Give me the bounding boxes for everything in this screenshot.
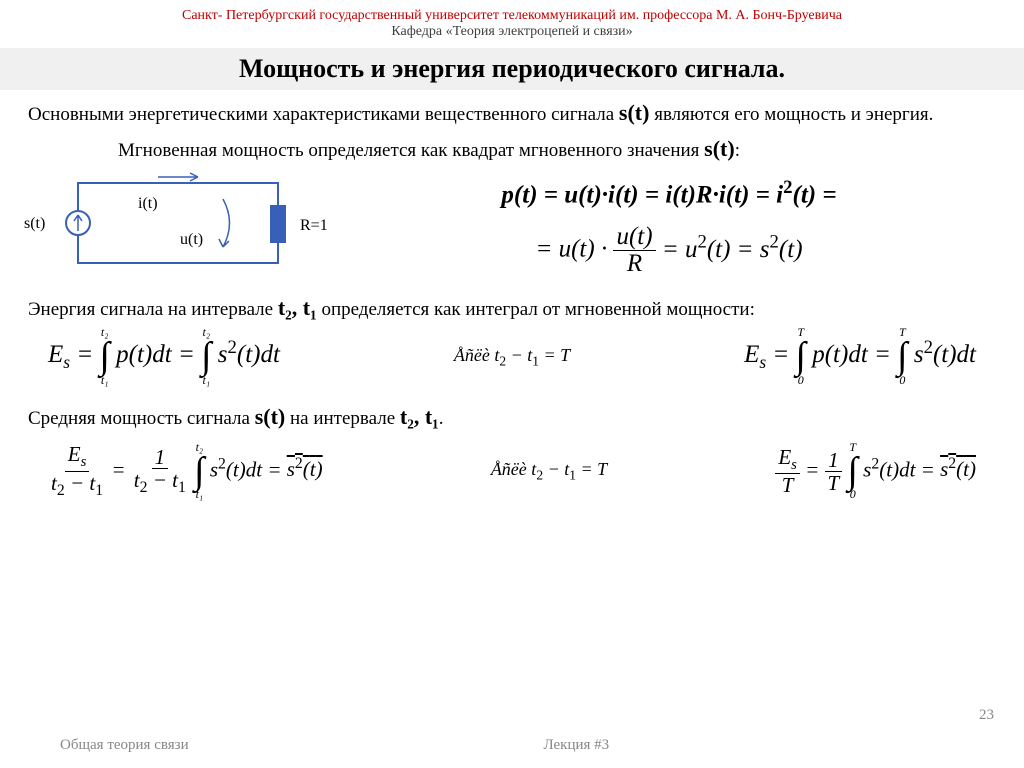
intro-text-a: Основными энергетическими характеристика… [28,104,619,125]
avg-formula-period: EsT = 1T T∫0 s2(t)dt = s2(t) [775,442,996,501]
power-formula-2: = u(t) · u(t) R = u2(t) = s2(t) [342,224,996,278]
page-number: 23 [979,707,994,724]
instant-power-label: Мгновенная мощность определяется как ква… [118,134,996,164]
st-token-2: s(t) [704,136,735,161]
avg-formula-interval: Est2 − t1 = 1t2 − t1 t₂∫t₁ s2(t)dt = s2(… [28,442,323,501]
lim-0-c: 0 [850,489,856,500]
slide: Санкт- Петербургский государственный уни… [0,0,1024,768]
t2t1-token-2: t₂, t₁ [400,404,439,429]
energy-formula-period: Es = T∫0 p(t)dt = T∫0 s2(t)dt [744,327,996,386]
pf2-suf: = u2(t) = s2(t) [662,236,803,263]
lim-t1-a: t₁ [101,375,109,386]
title-bar: Мощность и энергия периодического сигнал… [0,48,1024,90]
energy-condition: Åñëè t2 − t1 = T [454,343,570,371]
energy-formula-interval: Es = t₂∫t₁ p(t)dt = t₂∫t₁ s2(t)dt [28,327,280,386]
avg-text-c: . [439,408,444,429]
slide-footer: Общая теория связи Лекция #3 [0,737,1024,754]
pf2-pref: = u(t) · [535,236,613,263]
department-name: Кафедра «Теория электроцепей и связи» [0,24,1024,40]
circuit-svg [58,171,318,281]
avg-power-formula-row: Est2 − t1 = 1t2 − t1 t₂∫t₁ s2(t)dt = s2(… [28,442,996,501]
cond-pref-2: Åñëè [491,459,531,479]
lim-t1-b: t₁ [203,375,211,386]
st-token-3: s(t) [255,404,286,429]
energy-label: Энергия сигнала на интервале t₂, t₁ опре… [28,293,996,323]
p2-text-b: : [735,140,740,161]
pf2-den: R [624,251,645,277]
energy-formula-row: Es = t₂∫t₁ p(t)dt = t₂∫t₁ s2(t)dt Åñëè t… [28,327,996,386]
avg-condition: Åñëè t2 − t1 = T [491,457,607,485]
intro-text-b: являются его мощность и энергия. [649,104,933,125]
avg-text-b: на интервале [285,408,400,429]
intro-paragraph: Основными энергетическими характеристика… [28,98,996,128]
university-name: Санкт- Петербургский государственный уни… [0,8,1024,24]
slide-header: Санкт- Петербургский государственный уни… [0,0,1024,40]
energy-text-a: Энергия сигнала на интервале [28,299,278,320]
avg-power-label: Средняя мощность сигнала s(t) на интерва… [28,402,996,432]
power-formulas: p(t) = u(t)·i(t) = i(t)R·i(t) = i2(t) = … [342,175,996,278]
circuit-resistor-label: R=1 [300,215,328,237]
circuit-diagram: i(t) u(t) [58,171,318,281]
circuit-source-label: s(t) [24,213,45,235]
footer-right: Лекция #3 [543,737,609,754]
lim-0-b: 0 [899,375,905,386]
st-token: s(t) [619,100,650,125]
footer-left: Общая теория связи [60,737,189,754]
slide-content: Основными энергетическими характеристика… [0,90,1024,501]
lim-0-a: 0 [798,375,804,386]
p2-text-a: Мгновенная мощность определяется как ква… [118,140,704,161]
cond-pref: Åñëè [454,345,494,365]
circuit-current-label: i(t) [138,193,158,215]
t2t1-token: t₂, t₁ [278,295,317,320]
energy-text-b: определяется как интеграл от мгновенной … [317,299,755,320]
slide-title: Мощность и энергия периодического сигнал… [0,54,1024,84]
circuit-voltage-label: u(t) [180,229,203,251]
circuit-formula-row: s(t) i(t) u(t) R=1 p(t) = u(t)·i(t) = i(… [28,165,996,287]
lim-t1-c: t₁ [196,489,204,500]
pf2-frac: u(t) R [613,224,655,278]
avg-text-a: Средняя мощность сигнала [28,408,255,429]
power-formula-1: p(t) = u(t)·i(t) = i(t)R·i(t) = i2(t) = [342,175,996,212]
pf2-num: u(t) [613,224,655,251]
